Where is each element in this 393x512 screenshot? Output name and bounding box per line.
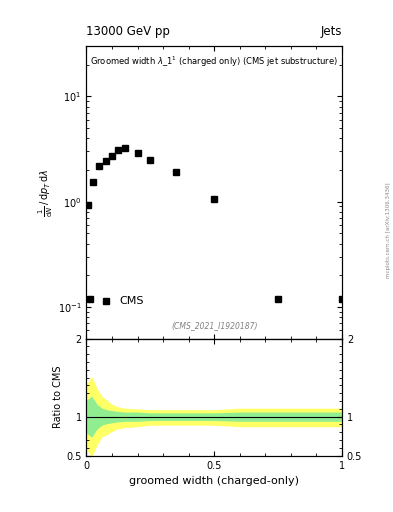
- Text: Groomed width $\lambda\_1^1$ (charged only) (CMS jet substructure): Groomed width $\lambda\_1^1$ (charged on…: [90, 55, 338, 69]
- Text: mcplots.cern.ch [arXiv:1306.3436]: mcplots.cern.ch [arXiv:1306.3436]: [386, 183, 391, 278]
- Text: Jets: Jets: [320, 26, 342, 38]
- Text: CMS: CMS: [119, 295, 144, 306]
- X-axis label: groomed width (charged-only): groomed width (charged-only): [129, 476, 299, 486]
- Text: 13000 GeV pp: 13000 GeV pp: [86, 26, 170, 38]
- Text: (CMS_2021_I1920187): (CMS_2021_I1920187): [171, 321, 257, 330]
- Y-axis label: $\frac{1}{\mathrm{d}N}\,/\,\mathrm{d}p_T\,\mathrm{d}\lambda$: $\frac{1}{\mathrm{d}N}\,/\,\mathrm{d}p_T…: [37, 168, 55, 217]
- Y-axis label: Ratio to CMS: Ratio to CMS: [53, 366, 63, 429]
